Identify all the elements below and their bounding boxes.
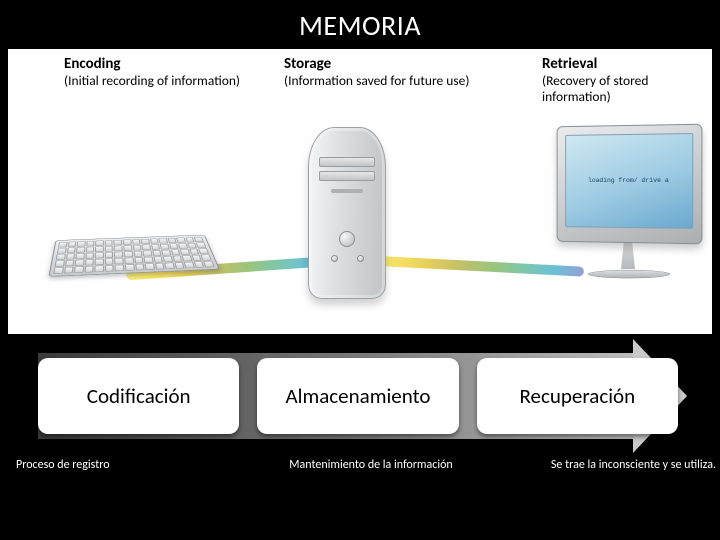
desc-codificacion: Proceso de registro bbox=[16, 458, 246, 472]
stage-descriptions: Proceso de registro Mantenimiento de la … bbox=[16, 458, 716, 472]
fig-sub: (Initial recording of information) bbox=[64, 73, 240, 89]
fig-heading: Retrieval bbox=[542, 55, 712, 73]
pill-almacenamiento: Almacenamiento bbox=[257, 358, 458, 434]
fig-col-encoding: Encoding (Initial recording of informati… bbox=[64, 55, 240, 89]
page-title: MEMORIA bbox=[0, 0, 720, 49]
desc-recuperacion: Se trae la inconsciente y se utiliza. bbox=[496, 458, 716, 472]
fig-heading: Storage bbox=[284, 55, 469, 73]
monitor-icon: loading from/ drive a bbox=[552, 125, 707, 297]
monitor-screen-text: loading from/ drive a bbox=[588, 177, 669, 185]
computer-tower-icon bbox=[301, 123, 393, 303]
fig-col-retrieval: Retrieval (Recovery of stored informatio… bbox=[542, 55, 712, 105]
pill-codificacion: Codificación bbox=[38, 358, 239, 434]
fig-col-storage: Storage (Information saved for future us… bbox=[284, 55, 469, 89]
fig-sub: (Information saved for future use) bbox=[284, 73, 469, 89]
pill-recuperacion: Recuperación bbox=[477, 358, 678, 434]
keyboard-icon bbox=[48, 235, 220, 277]
fig-sub: (Recovery of stored information) bbox=[542, 73, 712, 105]
memory-figure: Encoding (Initial recording of informati… bbox=[8, 49, 712, 334]
desc-almacenamiento: Mantenimiento de la información bbox=[246, 458, 496, 472]
fig-heading: Encoding bbox=[64, 55, 240, 73]
stage-pills: Codificación Almacenamiento Recuperación bbox=[38, 358, 678, 434]
